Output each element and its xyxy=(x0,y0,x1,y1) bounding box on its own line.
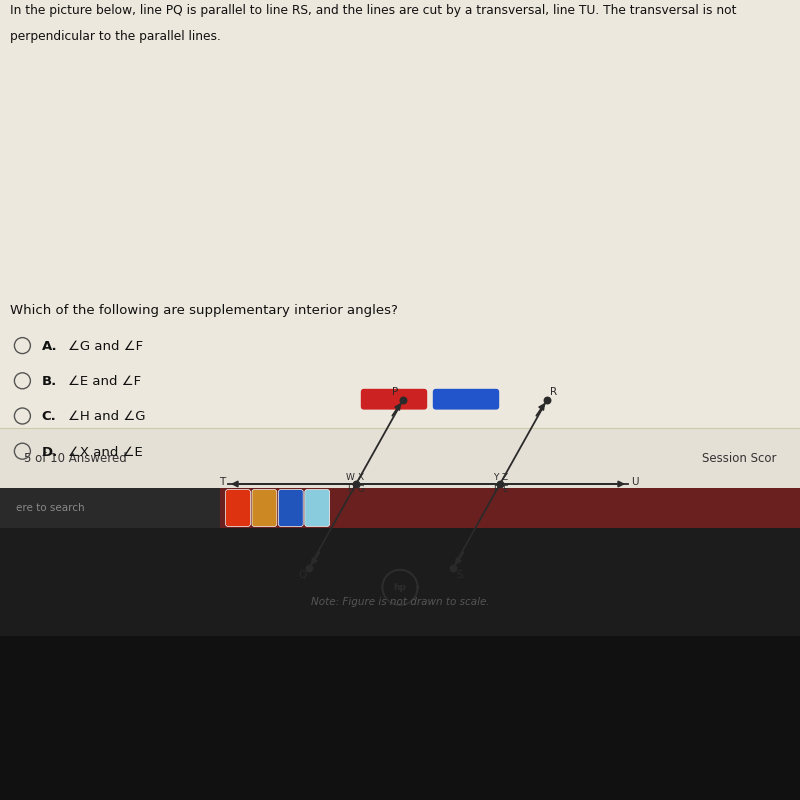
FancyBboxPatch shape xyxy=(361,389,427,410)
Bar xyxy=(0,636,800,800)
Text: A.: A. xyxy=(42,340,58,353)
Text: C.: C. xyxy=(42,410,56,423)
Text: P: P xyxy=(392,386,398,397)
FancyBboxPatch shape xyxy=(305,490,330,526)
FancyBboxPatch shape xyxy=(278,490,303,526)
Text: U: U xyxy=(631,477,638,487)
Point xyxy=(397,394,410,406)
FancyBboxPatch shape xyxy=(252,490,277,526)
Text: S: S xyxy=(456,570,462,581)
Text: Which of the following are supplementary interior angles?: Which of the following are supplementary… xyxy=(10,304,398,317)
Text: R: R xyxy=(550,386,557,397)
Text: Session Scor: Session Scor xyxy=(702,451,776,465)
Point xyxy=(302,562,315,574)
Text: ∠X and ∠E: ∠X and ∠E xyxy=(68,446,142,458)
Point xyxy=(541,394,554,406)
Text: X: X xyxy=(358,473,364,482)
Text: perpendicular to the parallel lines.: perpendicular to the parallel lines. xyxy=(10,30,221,42)
Text: ere to search: ere to search xyxy=(16,503,85,513)
FancyBboxPatch shape xyxy=(226,490,250,526)
Text: ∠E and ∠F: ∠E and ∠F xyxy=(68,375,141,388)
Text: D.: D. xyxy=(42,446,58,458)
Text: G: G xyxy=(358,486,365,494)
Text: Note: Figure is not drawn to scale.: Note: Figure is not drawn to scale. xyxy=(310,597,490,606)
Text: Y: Y xyxy=(493,473,498,482)
Text: Z: Z xyxy=(502,473,508,482)
Text: T: T xyxy=(219,477,225,487)
Text: 5 of 10 Answered: 5 of 10 Answered xyxy=(24,451,126,465)
Text: B.: B. xyxy=(42,375,57,388)
Bar xyxy=(0,0,800,428)
Point xyxy=(494,478,506,490)
FancyBboxPatch shape xyxy=(433,389,499,410)
Text: In the picture below, line PQ is parallel to line RS, and the lines are cut by a: In the picture below, line PQ is paralle… xyxy=(10,4,736,17)
Text: F: F xyxy=(493,486,498,494)
Bar xyxy=(0,528,800,636)
Text: H: H xyxy=(347,486,354,494)
Bar xyxy=(220,488,800,528)
Bar xyxy=(0,428,800,488)
Text: hp: hp xyxy=(394,583,406,592)
Text: Q: Q xyxy=(298,570,306,581)
Point xyxy=(350,478,362,490)
Point xyxy=(446,562,459,574)
Text: E: E xyxy=(502,486,507,494)
Text: ∠G and ∠F: ∠G and ∠F xyxy=(68,340,143,353)
Bar xyxy=(0,488,220,528)
Text: ∠H and ∠G: ∠H and ∠G xyxy=(68,410,146,423)
Text: W: W xyxy=(346,473,354,482)
